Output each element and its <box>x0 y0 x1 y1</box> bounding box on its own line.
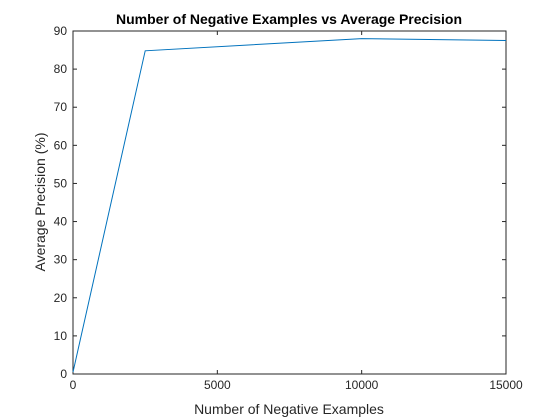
y-tick-label: 30 <box>54 253 68 267</box>
x-tick-label: 5000 <box>204 378 231 392</box>
plot-area: 0 5000 10000 15000 0 10 20 30 40 50 60 70 80 90 <box>54 24 523 392</box>
y-tick-label: 80 <box>54 62 68 76</box>
x-tick-label: 0 <box>70 378 77 392</box>
axes-box <box>72 30 507 375</box>
y-tick-label: 0 <box>60 367 67 381</box>
series-layer <box>72 38 507 373</box>
y-tick-label: 90 <box>54 24 68 38</box>
y-tick-label: 10 <box>54 329 68 343</box>
x-tick-label: 15000 <box>489 378 523 392</box>
chart-title: Number of Negative Examples vs Average P… <box>116 11 462 27</box>
y-tick-label: 60 <box>54 138 68 152</box>
y-tick-label: 20 <box>54 291 68 305</box>
series-line <box>72 38 507 373</box>
y-tick-label: 40 <box>54 215 68 229</box>
x-tick-label: 10000 <box>345 378 379 392</box>
axis-ticks: 0 5000 10000 15000 0 10 20 30 40 50 60 70 80 90 <box>54 24 523 392</box>
x-axis-label: Number of Negative Examples <box>194 401 384 417</box>
y-tick-label: 50 <box>54 176 68 190</box>
y-axis-label: Average Precision (%) <box>32 132 48 271</box>
y-tick-label: 70 <box>54 100 68 114</box>
